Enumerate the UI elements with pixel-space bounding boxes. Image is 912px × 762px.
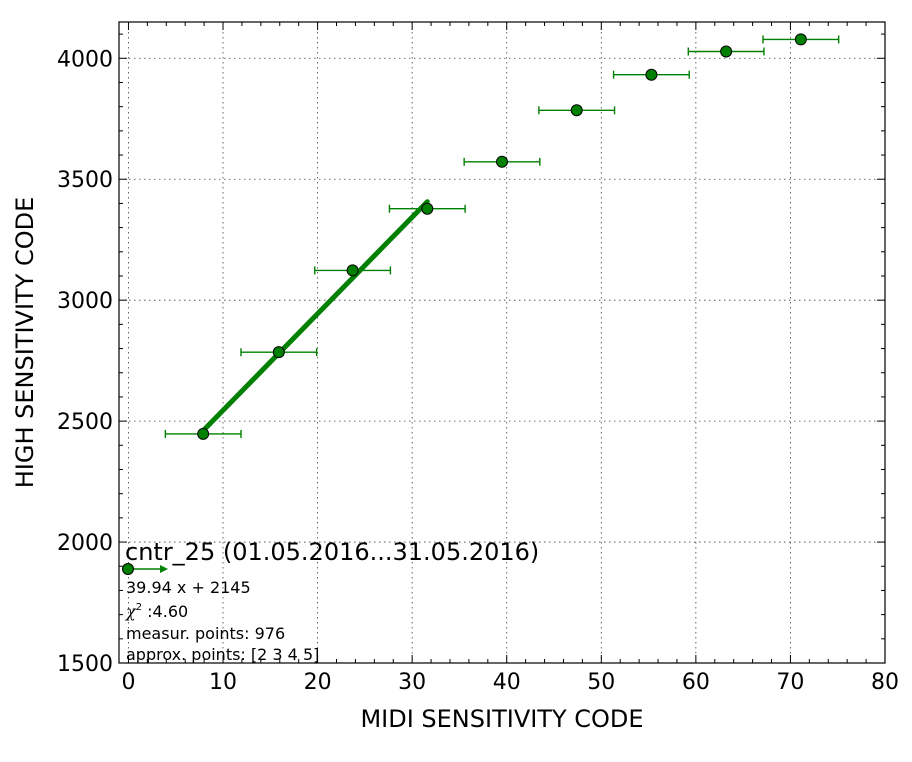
data-point	[388, 202, 466, 215]
x-tick-label: 30	[398, 670, 426, 695]
data-point	[314, 264, 392, 277]
data-points	[164, 33, 840, 440]
y-axis-label: HIGH SENSITIVITY CODE	[11, 197, 39, 489]
annotation-title: cntr_25 (01.05.2016...31.05.2016)	[125, 538, 539, 566]
x-tick-label: 60	[682, 670, 710, 695]
y-tick-label: 2500	[57, 410, 113, 435]
point-marker	[197, 427, 210, 440]
point-marker	[421, 202, 434, 215]
x-tick-label: 50	[587, 670, 615, 695]
chi-symbol: χ	[125, 602, 137, 621]
data-point	[463, 155, 541, 168]
y-tick-label: 3000	[57, 289, 113, 314]
approximation-points: approx. points: [2 3 4 5]	[126, 645, 319, 664]
data-point	[687, 45, 765, 58]
grid	[119, 22, 885, 663]
x-tick-labels: 0 10 20 30 40 50 60 70 80	[121, 670, 899, 695]
x-tick-label: 0	[121, 670, 135, 695]
fit-line	[200, 199, 430, 434]
x-tick-label: 20	[304, 670, 332, 695]
x-tick-label: 10	[209, 670, 237, 695]
x-tick-label: 80	[871, 670, 899, 695]
point-marker	[346, 264, 359, 277]
point-marker	[496, 155, 508, 168]
fit-equation: 39.94 x + 2145	[126, 578, 251, 597]
measurement-points: measur. points: 976	[126, 624, 285, 643]
x-axis-label: MIDI SENSITIVITY CODE	[360, 705, 643, 733]
y-tick-label: 2000	[57, 531, 113, 556]
data-point	[612, 68, 690, 81]
fit-line-layer	[200, 199, 430, 434]
y-tick-label: 1500	[57, 652, 113, 677]
y-tick-labels: 1500 2000 2500 3000 3500 4000	[57, 47, 113, 677]
data-point	[538, 104, 616, 117]
chi-exponent: 2	[136, 602, 142, 613]
plot-area	[118, 21, 886, 664]
y-tick-label: 4000	[57, 47, 113, 72]
point-marker	[272, 346, 285, 359]
legend-arrow-head	[160, 565, 168, 573]
chi-square-value: χ2 :4.60	[125, 602, 188, 621]
point-marker	[720, 45, 733, 58]
chi-number: :4.60	[142, 602, 188, 621]
point-marker	[645, 68, 658, 81]
x-tick-label: 40	[493, 670, 521, 695]
legend-marker	[122, 563, 168, 575]
legend-point-marker	[122, 563, 134, 575]
minor-ticks	[119, 22, 886, 664]
annotation-block: cntr_25 (01.05.2016...31.05.2016) 39.94 …	[122, 538, 539, 664]
point-marker	[794, 33, 807, 46]
y-tick-label: 3500	[57, 168, 113, 193]
data-point	[164, 427, 242, 440]
x-tick-label: 70	[776, 670, 804, 695]
point-marker	[570, 104, 583, 117]
data-point	[762, 33, 840, 46]
data-point	[240, 346, 318, 359]
